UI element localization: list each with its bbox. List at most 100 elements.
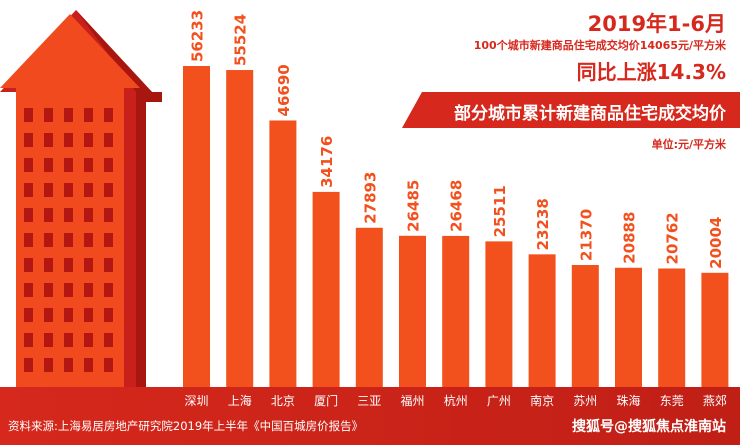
building-window	[64, 258, 73, 272]
period-title: 2019年1-6月	[587, 12, 726, 36]
building-window	[44, 108, 53, 122]
x-tick-label: 上海	[228, 393, 252, 408]
bar-value-label: 34176	[318, 136, 336, 188]
building-window	[64, 133, 73, 147]
building-window	[24, 333, 33, 347]
building-window	[84, 158, 93, 172]
building-window	[64, 308, 73, 322]
bar-value-label: 27893	[361, 172, 379, 224]
building-window	[44, 283, 53, 297]
building-window	[64, 233, 73, 247]
building-window	[44, 183, 53, 197]
building-window	[84, 208, 93, 222]
building-window	[84, 258, 93, 272]
building-window	[24, 183, 33, 197]
building-window	[84, 183, 93, 197]
yoy-growth-text: 同比上涨14.3%	[576, 60, 726, 84]
building-window	[84, 333, 93, 347]
building-window	[44, 158, 53, 172]
data-source-text: 资料来源:上海易居房地产研究院2019年上半年《中国百城房价报告》	[8, 419, 364, 433]
x-tick-label: 南京	[530, 393, 554, 408]
x-tick-label: 北京	[271, 394, 295, 408]
bar-value-label: 20888	[621, 212, 639, 264]
building-window	[64, 358, 73, 372]
building-window	[104, 358, 113, 372]
building-window	[64, 283, 73, 297]
bar-value-label: 26468	[448, 180, 466, 232]
bar	[615, 267, 642, 387]
building-window	[84, 283, 93, 297]
building-window	[84, 233, 93, 247]
bar	[528, 254, 556, 387]
building-arrow-illustration	[0, 10, 162, 387]
bar-value-label: 21370	[577, 209, 595, 261]
building-window	[64, 158, 73, 172]
building-window	[104, 333, 113, 347]
bar	[485, 241, 513, 387]
x-tick-label: 苏州	[573, 394, 597, 408]
building-window	[44, 308, 53, 322]
building-window	[104, 183, 113, 197]
x-tick-label: 燕郊	[703, 394, 727, 408]
x-tick-label: 杭州	[444, 393, 468, 408]
building-window	[24, 358, 33, 372]
building-window	[24, 133, 33, 147]
x-tick-label: 三亚	[357, 394, 381, 408]
unit-label: 单位:元/平方米	[651, 138, 726, 151]
bar-value-label: 25511	[491, 185, 509, 237]
footer-band	[0, 387, 740, 445]
building-side	[76, 10, 162, 387]
building-window	[44, 208, 53, 222]
building-window	[24, 158, 33, 172]
x-tick-label: 深圳	[184, 394, 208, 408]
bar	[355, 227, 383, 387]
building-window	[104, 133, 113, 147]
x-tick-label: 东莞	[660, 394, 684, 408]
building-window	[24, 283, 33, 297]
building-window	[64, 333, 73, 347]
building-window	[24, 208, 33, 222]
building-window	[84, 358, 93, 372]
building-window	[104, 308, 113, 322]
x-tick-label: 珠海	[616, 393, 640, 408]
building-window	[84, 108, 93, 122]
building-window	[24, 108, 33, 122]
building-window	[84, 133, 93, 147]
bar-value-label: 26485	[405, 180, 423, 232]
bar	[442, 235, 470, 387]
x-tick-label: 厦门	[314, 393, 338, 408]
bar-value-label: 55524	[232, 14, 250, 66]
bar-value-label: 56233	[189, 10, 207, 62]
building-window	[64, 108, 73, 122]
building-window	[104, 108, 113, 122]
x-axis-labels: 深圳 上海 北京 厦门 三亚 福州 杭州 广州 南京 苏州 珠海 东莞 燕郊	[184, 393, 726, 408]
bar	[399, 235, 426, 387]
building-window	[44, 133, 53, 147]
building-window	[24, 233, 33, 247]
building-window	[44, 333, 53, 347]
building-window	[104, 208, 113, 222]
building-window	[84, 308, 93, 322]
building-window	[44, 358, 53, 372]
bar-value-label: 20762	[664, 212, 682, 264]
bar	[226, 70, 254, 388]
building-window	[104, 233, 113, 247]
x-tick-label: 广州	[487, 394, 511, 408]
bar	[701, 272, 729, 387]
chart-title: 部分城市累计新建商品住宅成交均价	[454, 104, 726, 124]
building-window	[104, 283, 113, 297]
bar-value-label: 23238	[534, 198, 552, 250]
bar	[183, 66, 210, 387]
building-window	[104, 258, 113, 272]
building-window	[64, 208, 73, 222]
building-window	[24, 308, 33, 322]
building-window	[104, 158, 113, 172]
bar	[269, 120, 297, 387]
building-window	[44, 233, 53, 247]
bar-series: 56233 55524 46690 34176 27893 26485 26468 25511…	[183, 10, 729, 388]
building-window	[44, 258, 53, 272]
building-window	[64, 183, 73, 197]
building-window	[24, 258, 33, 272]
